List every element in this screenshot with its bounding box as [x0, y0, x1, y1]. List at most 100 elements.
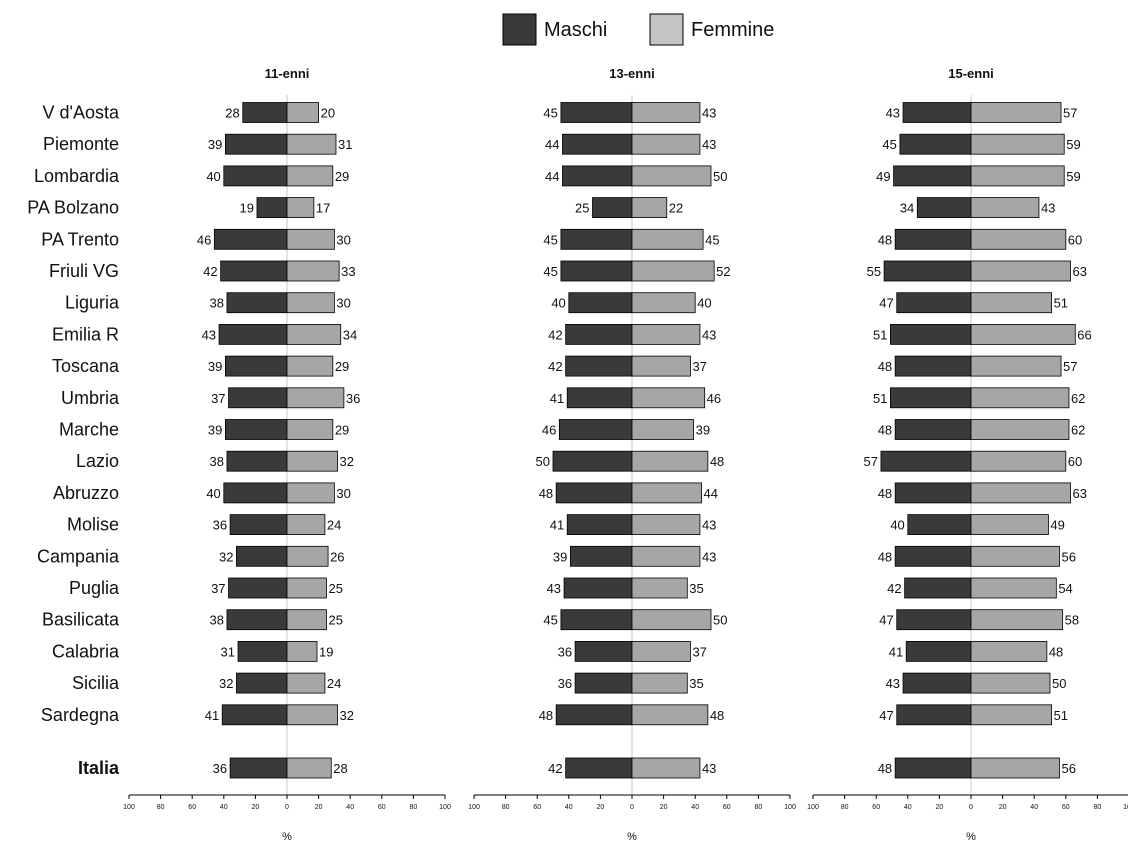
- bar-female: [286, 514, 326, 535]
- x-tick-label: 60: [533, 804, 541, 811]
- value-label-female: 36: [346, 391, 360, 406]
- value-label-male: 42: [203, 264, 217, 279]
- value-label-male: 51: [873, 327, 887, 342]
- value-label-female: 57: [1063, 359, 1077, 374]
- legend-female-label: Femmine: [691, 19, 774, 41]
- bar-male: [224, 355, 288, 377]
- value-label-male: 45: [882, 137, 896, 152]
- panel-title: 11-enni: [265, 66, 310, 81]
- value-label-female: 24: [327, 676, 341, 691]
- bar-male: [565, 757, 633, 779]
- bar-female: [286, 197, 315, 219]
- x-tick-label: 0: [630, 804, 634, 811]
- value-label-male: 48: [539, 486, 553, 501]
- value-label-female: 32: [340, 708, 354, 723]
- bar-female: [970, 450, 1067, 472]
- bar-female: [286, 292, 335, 314]
- bar-female: [970, 514, 1049, 535]
- value-label-female: 50: [713, 613, 727, 628]
- value-label-female: 39: [696, 423, 710, 438]
- value-label-female: 33: [341, 264, 355, 279]
- bar-male: [904, 577, 972, 599]
- value-label-female: 56: [1061, 549, 1075, 564]
- value-label-male: 47: [879, 613, 893, 628]
- panel-13-enni: 13-enni 45 43 44 43 44 50 25 22 45 45 45 52 40 40 42 43 4…: [468, 66, 796, 843]
- region-label: Emilia R: [52, 324, 119, 344]
- value-label-female: 17: [316, 201, 330, 216]
- value-label-male: 41: [550, 518, 564, 533]
- bar-male: [560, 609, 633, 631]
- bar-female: [970, 165, 1065, 187]
- x-tick-label: 60: [378, 804, 386, 811]
- value-label-male: 28: [225, 106, 239, 121]
- value-label-male: 48: [878, 232, 892, 247]
- bar-female: [631, 419, 695, 440]
- value-label-female: 26: [330, 549, 344, 564]
- x-tick-label: 0: [969, 804, 973, 811]
- value-label-male: 25: [575, 201, 589, 216]
- x-tick-label: 80: [841, 804, 849, 811]
- bar-male: [555, 704, 633, 726]
- bar-male: [893, 165, 972, 187]
- value-label-female: 19: [319, 644, 333, 659]
- bar-female: [286, 704, 338, 726]
- region-label: Abruzzo: [53, 483, 119, 503]
- region-label: PA Bolzano: [27, 198, 119, 218]
- value-label-male: 36: [213, 518, 227, 533]
- bar-female: [970, 757, 1060, 779]
- bar-male: [574, 672, 633, 694]
- x-tick-label: 80: [157, 804, 165, 811]
- bar-male: [229, 514, 288, 535]
- bar-male: [236, 545, 288, 567]
- value-label-female: 60: [1068, 454, 1082, 469]
- x-tick-label: 20: [315, 804, 323, 811]
- value-label-male: 46: [197, 232, 211, 247]
- value-label-male: 40: [206, 169, 220, 184]
- bar-female: [286, 419, 334, 440]
- legend-female-swatch: [649, 13, 684, 46]
- bar-male: [563, 577, 633, 599]
- x-tick-label: 80: [410, 804, 418, 811]
- value-label-male: 57: [863, 454, 877, 469]
- value-label-female: 43: [702, 549, 716, 564]
- bar-female: [631, 197, 668, 219]
- bar-male: [565, 355, 633, 377]
- bar-male: [890, 387, 972, 409]
- x-tick-label: 40: [691, 804, 699, 811]
- value-label-female: 58: [1065, 613, 1079, 628]
- legend: Maschi Femmine: [502, 13, 774, 46]
- value-label-male: 36: [558, 644, 572, 659]
- region-label: Italia: [78, 758, 120, 778]
- bar-male: [226, 450, 288, 472]
- bar-male: [902, 672, 972, 694]
- bar-male: [883, 260, 972, 282]
- bar-female: [970, 323, 1076, 345]
- panel-11-enni: 11-enni 28 20 39 31 40 29 19 17 46 30 42 33 38 30 43 34 3…: [123, 66, 451, 843]
- region-label: Puglia: [69, 578, 120, 598]
- value-label-female: 45: [705, 232, 719, 247]
- region-label: Calabria: [52, 641, 120, 661]
- value-label-female: 62: [1071, 391, 1085, 406]
- value-label-female: 25: [329, 581, 343, 596]
- bar-male: [220, 260, 288, 282]
- x-tick-label: 80: [1094, 804, 1102, 811]
- bar-female: [286, 165, 334, 187]
- bar-male: [565, 323, 633, 345]
- value-label-male: 43: [202, 327, 216, 342]
- bar-female: [286, 545, 329, 567]
- value-label-female: 20: [321, 106, 335, 121]
- bar-female: [286, 482, 335, 504]
- bar-male: [558, 419, 633, 440]
- bar-female: [970, 197, 1040, 219]
- value-label-female: 31: [338, 137, 352, 152]
- x-tick-label: 60: [872, 804, 880, 811]
- bar-male: [569, 545, 633, 567]
- bar-male: [896, 292, 972, 314]
- bar-female: [631, 514, 701, 535]
- x-tick-label: 80: [755, 804, 763, 811]
- panel-15-enni: 15-enni 43 57 45 59 49 59 34 43 48 60 55 63 47 51 51 66 4…: [807, 66, 1128, 843]
- bar-male: [552, 450, 633, 472]
- bar-female: [286, 323, 342, 345]
- value-label-female: 40: [697, 296, 711, 311]
- bar-male: [226, 292, 288, 314]
